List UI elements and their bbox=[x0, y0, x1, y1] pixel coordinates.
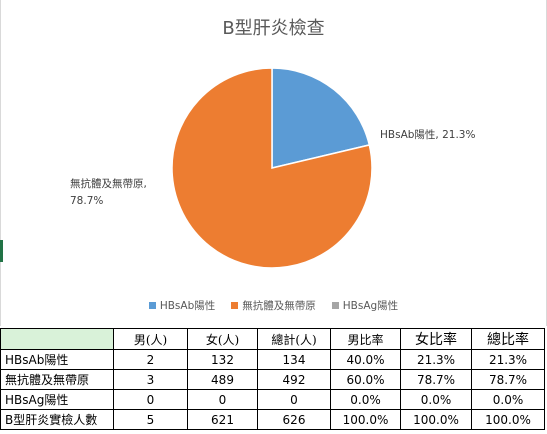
pie-slice-no-antibody bbox=[171, 67, 373, 269]
legend-label-hbsag: HBsAg陽性 bbox=[342, 300, 399, 312]
table-cell[interactable]: 78.7% bbox=[400, 369, 472, 390]
table-cell[interactable]: 0 bbox=[187, 389, 258, 410]
data-label-no-antibody-line1: 無抗體及無帶原, bbox=[70, 178, 147, 190]
table-cell[interactable]: 132 bbox=[187, 349, 258, 370]
table-cell[interactable]: 40.0% bbox=[330, 349, 401, 370]
table-cell[interactable]: 100.0% bbox=[400, 409, 472, 430]
table-row: 無抗體及無帶原 3 489 492 60.0% 78.7% 78.7% bbox=[0, 369, 545, 390]
legend-label-no-antibody: 無抗體及無帶原 bbox=[242, 300, 316, 312]
table-cell[interactable]: 21.3% bbox=[471, 349, 545, 370]
legend-swatch-hbsab bbox=[148, 302, 156, 309]
table-cell[interactable]: 60.0% bbox=[330, 369, 401, 390]
table-header-cell[interactable]: 男(人) bbox=[113, 328, 188, 350]
chart-legend: HBsAb陽性 無抗體及無帶原 HBsAg陽性 bbox=[0, 298, 547, 313]
table-row-label[interactable]: HBsAb陽性 bbox=[0, 349, 114, 370]
table-row: HBsAb陽性 2 132 134 40.0% 21.3% 21.3% bbox=[0, 349, 545, 370]
table-row-label[interactable]: HBsAg陽性 bbox=[0, 389, 114, 410]
table-header-cell[interactable]: 男比率 bbox=[330, 328, 401, 350]
table-cell[interactable]: 0.0% bbox=[330, 389, 401, 410]
table-cell[interactable]: 2 bbox=[113, 349, 188, 370]
table-cell[interactable]: 0 bbox=[257, 389, 331, 410]
table-header-row: 男(人) 女(人) 總計(人) 男比率 女比率 總比率 bbox=[0, 328, 545, 350]
table-cell[interactable]: 489 bbox=[187, 369, 258, 390]
data-label-hbsab: HBsAb陽性, 21.3% bbox=[380, 129, 476, 141]
pie-chart bbox=[171, 67, 373, 269]
sheet-edge-marker bbox=[0, 240, 3, 262]
table-cell[interactable]: 21.3% bbox=[400, 349, 472, 370]
table-cell[interactable]: 3 bbox=[113, 369, 188, 390]
table-cell[interactable]: 492 bbox=[257, 369, 331, 390]
legend-item-hbsab: HBsAb陽性 bbox=[148, 298, 216, 313]
pie-slice-hbsab bbox=[271, 67, 371, 169]
table-header-cell[interactable]: 女(人) bbox=[187, 328, 258, 350]
table-cell[interactable]: 100.0% bbox=[471, 409, 545, 430]
table-cell[interactable]: 621 bbox=[187, 409, 258, 430]
legend-swatch-no-antibody bbox=[231, 302, 239, 309]
table-cell[interactable]: 134 bbox=[257, 349, 331, 370]
chart-area: B型肝炎檢查 HBsAb陽性, 21.3% 無抗體及無帶原, 78.7% HBs… bbox=[0, 0, 547, 326]
chart-border-left bbox=[0, 0, 1, 326]
data-table: 男(人) 女(人) 總計(人) 男比率 女比率 總比率 HBsAb陽性 2 13… bbox=[0, 328, 545, 430]
table-cell[interactable]: 0 bbox=[113, 389, 188, 410]
table-cell[interactable]: 78.7% bbox=[471, 369, 545, 390]
table-cell[interactable]: 626 bbox=[257, 409, 331, 430]
legend-swatch-hbsag bbox=[331, 302, 339, 309]
table-header-cell[interactable]: 總計(人) bbox=[257, 328, 331, 350]
table-cell[interactable]: 0.0% bbox=[400, 389, 472, 410]
table-row: HBsAg陽性 0 0 0 0.0% 0.0% 0.0% bbox=[0, 389, 545, 410]
table-cell[interactable]: 0.0% bbox=[471, 389, 545, 410]
table-cell[interactable]: 100.0% bbox=[330, 409, 401, 430]
legend-item-no-antibody: 無抗體及無帶原 bbox=[231, 298, 316, 313]
chart-title: B型肝炎檢查 bbox=[222, 18, 325, 39]
data-label-no-antibody-line2: 78.7% bbox=[70, 195, 104, 207]
table-header-cell[interactable]: 女比率 bbox=[400, 328, 472, 350]
data-label-no-antibody: 無抗體及無帶原, 78.7% bbox=[70, 176, 147, 210]
legend-label-hbsab: HBsAb陽性 bbox=[159, 300, 216, 312]
table-row-label[interactable]: B型肝炎實檢人數 bbox=[0, 409, 114, 430]
table-header-cell[interactable]: 總比率 bbox=[471, 328, 545, 350]
table-row-label[interactable]: 無抗體及無帶原 bbox=[0, 369, 114, 390]
table-header-cell[interactable] bbox=[0, 328, 114, 350]
table-cell[interactable]: 5 bbox=[113, 409, 188, 430]
legend-item-hbsag: HBsAg陽性 bbox=[331, 298, 399, 313]
table-row: B型肝炎實檢人數 5 621 626 100.0% 100.0% 100.0% bbox=[0, 409, 545, 430]
